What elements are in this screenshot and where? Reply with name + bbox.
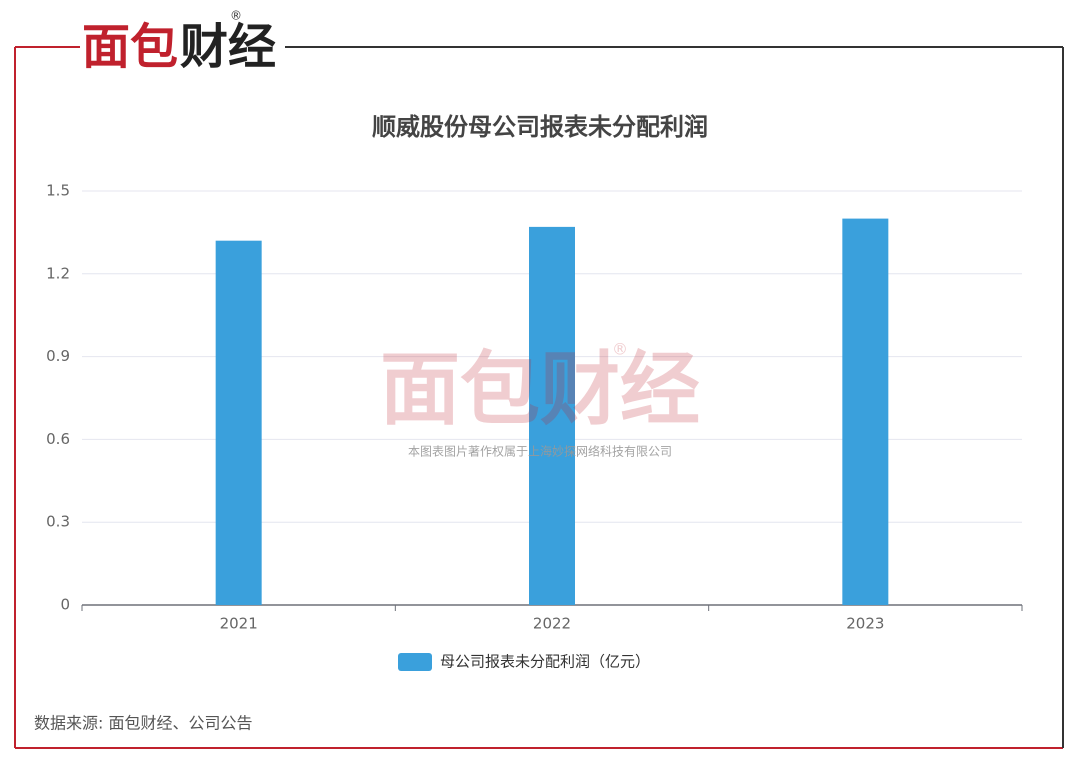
- watermark-logo: 面包财经: [380, 343, 700, 436]
- legend-label: 母公司报表未分配利润（亿元）: [440, 653, 650, 671]
- logo-mark: ®: [230, 9, 242, 23]
- plot: 0 0.3 0.6 0.9 1.2 1.5 2021 2022 2023 母公司报表未分配利润（亿…: [46, 182, 1023, 671]
- chart-title: 顺威股份母公司报表未分配利润: [372, 113, 708, 141]
- bar: [215, 240, 262, 605]
- y-tick-label: 0.9: [46, 347, 70, 365]
- y-tick-label: 0.6: [46, 430, 70, 448]
- frame: [14, 46, 1064, 749]
- bar: [529, 226, 575, 605]
- bar: [842, 218, 889, 605]
- watermark-mark: ®: [612, 340, 628, 359]
- y-tick-label: 0.3: [46, 513, 70, 531]
- x-tick-label: 2023: [846, 615, 884, 633]
- x-tick-label: 2021: [220, 615, 258, 633]
- y-tick-label: 1.2: [46, 264, 70, 282]
- legend-swatch: [398, 653, 432, 671]
- watermark: 面包财经 ®: [380, 340, 700, 436]
- watermark-text: 本图表图片著作权属于上海妙探网络科技有限公司: [408, 444, 672, 459]
- y-tick-label: 0: [60, 596, 70, 614]
- logo: 财经: [180, 19, 276, 75]
- y-tick-label: 1.5: [46, 182, 70, 200]
- logo: 面包: [82, 19, 178, 75]
- x-tick-label: 2022: [533, 615, 571, 633]
- source: 数据来源: 面包财经、公司公告: [34, 714, 252, 733]
